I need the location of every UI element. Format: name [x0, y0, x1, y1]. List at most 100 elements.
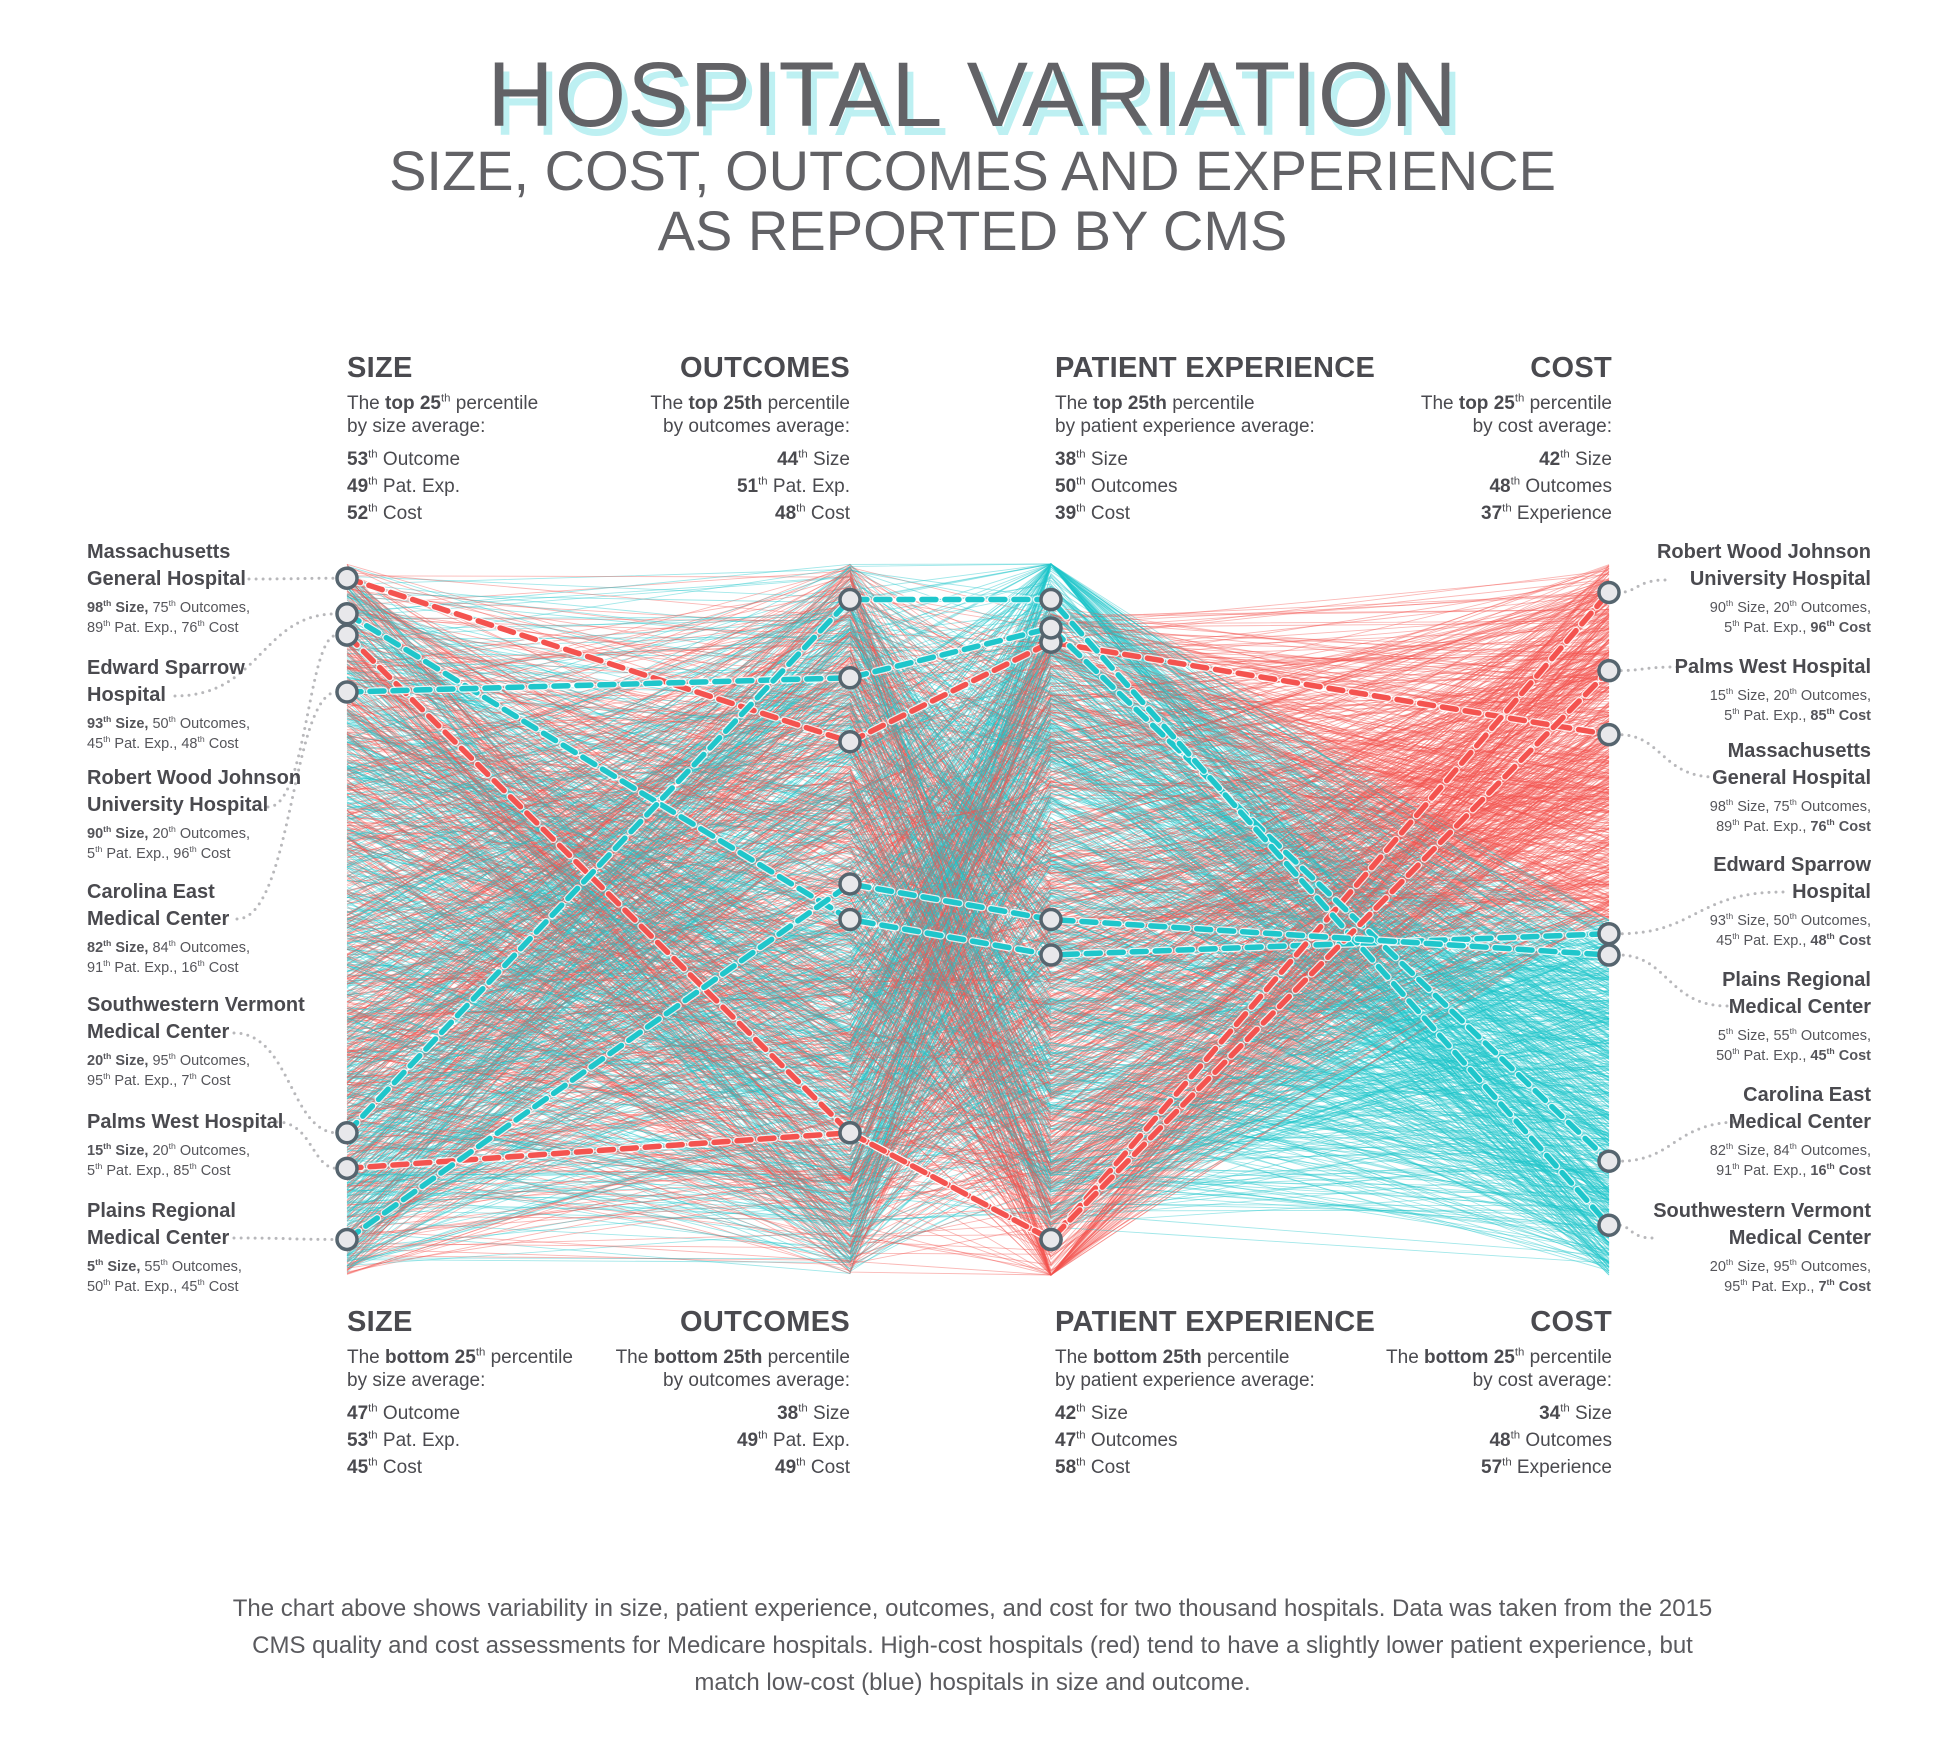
background-hospital-line: [346, 658, 1610, 961]
background-hospital-line: [346, 662, 1610, 902]
desc-pre: The: [1055, 393, 1094, 414]
background-hospital-line: [346, 865, 1610, 1114]
background-hospital-line: [346, 563, 1610, 1191]
hospital-label[interactable]: Carolina East Medical Center 82th Size, 84…: [1541, 1082, 1871, 1181]
hospital-node-outcomes[interactable]: [838, 730, 862, 754]
stat-label: Cost: [1838, 708, 1871, 724]
background-hospital-line: [346, 786, 1610, 1080]
desc-bold: top 25th: [688, 393, 763, 414]
stat-label: Outcomes: [1520, 476, 1612, 497]
background-hospital-line: [346, 847, 1610, 1215]
stat-label: Outcomes,: [1800, 1143, 1871, 1159]
background-hospital-line: [346, 661, 1610, 1244]
hospital-name: Massachusetts General Hospital: [87, 539, 417, 593]
background-hospital-line: [346, 1004, 1610, 1222]
background-hospital-line: [346, 613, 1610, 1014]
background-hospital-line: [346, 563, 1610, 1007]
hospital-label[interactable]: Palms West Hospital 15th Size, 20th Outco…: [1541, 654, 1871, 726]
stat-rank: 85: [1810, 708, 1827, 724]
hospital-label[interactable]: Massachusetts General Hospital 98th Size, …: [1541, 738, 1871, 837]
stat-suffix: th: [1510, 1429, 1521, 1442]
hospital-node-patient-experience[interactable]: [1039, 587, 1063, 612]
background-hospital-line: [346, 691, 1610, 1188]
background-hospital-line: [346, 694, 1610, 1057]
block-heading: OUTCOMES: [680, 1306, 850, 1338]
background-hospital-line: [346, 940, 1610, 1226]
hospital-stat-patient-experience: 45th Pat. Exp.,: [1716, 932, 1806, 949]
hospital-node-outcomes[interactable]: [838, 907, 862, 932]
background-hospital-line: [346, 710, 1610, 1089]
background-hospital-line: [346, 602, 1610, 1047]
hospital-label[interactable]: Massachusetts General Hospital 98th Size, …: [87, 539, 417, 638]
background-hospital-line: [346, 575, 1610, 1252]
background-hospital-line: [346, 773, 1610, 1128]
background-hospital-line: [346, 590, 1610, 1136]
hospital-label[interactable]: Edward Sparrow Hospital 93th Size, 50th Ou…: [87, 655, 417, 754]
desc-post: percentile: [1524, 393, 1612, 414]
stat-row: 42th Size: [1192, 446, 1612, 473]
background-hospital-line: [346, 688, 1610, 929]
background-hospital-line: [346, 757, 1610, 1276]
background-hospital-line: [346, 627, 1610, 1206]
stat-suffix: th: [168, 598, 176, 609]
background-hospital-line: [346, 762, 1610, 1267]
hospital-node-outcomes[interactable]: [838, 666, 862, 690]
hospital-label[interactable]: Palms West Hospital 15th Size, 20th Outco…: [87, 1109, 417, 1181]
background-hospital-line: [346, 851, 1610, 1211]
background-hospital-line: [346, 747, 1610, 1268]
page-title: HOSPITAL VARIATION: [487, 44, 1458, 146]
block-heading: OUTCOMES: [680, 352, 850, 384]
hospital-node-outcomes[interactable]: [838, 872, 862, 896]
background-hospital-line: [346, 594, 1610, 1218]
background-hospital-line: [346, 725, 1610, 1215]
background-hospital-line: [346, 652, 1610, 1184]
background-hospital-line: [346, 659, 1610, 999]
stat-row: 48th Outcomes: [1192, 1427, 1612, 1454]
background-hospital-line: [346, 717, 1610, 1221]
hospital-stats-line: 15th Size, 20th Outcomes,: [87, 1141, 417, 1161]
stat-suffix: th: [95, 844, 103, 855]
hospital-label[interactable]: Edward Sparrow Hospital 93th Size, 50th Ou…: [1541, 852, 1871, 951]
background-hospital-line: [346, 712, 1610, 982]
hospital-node-patient-experience[interactable]: [1039, 943, 1063, 967]
hospital-label[interactable]: Plains Regional Medical Center 5th Size, 5…: [87, 1198, 417, 1297]
stat-label: Pat. Exp.,: [1743, 819, 1807, 835]
background-hospital-line: [346, 782, 1610, 1136]
background-hospital-line: [346, 600, 1610, 866]
hospital-node-patient-experience[interactable]: [1039, 1227, 1063, 1252]
stat-suffix: th: [1725, 1257, 1734, 1268]
background-hospital-line: [346, 961, 1610, 1212]
hospital-node-patient-experience[interactable]: [1039, 907, 1063, 932]
background-hospital-line: [346, 685, 1610, 1167]
hospital-node-outcomes[interactable]: [838, 587, 862, 612]
stat-suffix: th: [103, 734, 111, 745]
desc-pre: The: [1386, 1347, 1425, 1368]
stat-rank: 45: [1810, 1048, 1827, 1064]
background-hospital-line: [346, 753, 1610, 1273]
hospital-label[interactable]: Southwestern Vermont Medical Center 20th S…: [87, 992, 417, 1091]
background-hospital-line: [346, 712, 1610, 1086]
hospital-stat-patient-experience: 89th Pat. Exp.,: [1716, 818, 1807, 835]
background-hospital-line: [346, 563, 1610, 1193]
hospital-stat-patient-experience: 45th Pat. Exp.,: [87, 734, 177, 752]
background-hospital-line: [346, 684, 1610, 1218]
background-hospital-line: [346, 719, 1610, 1263]
background-hospital-line: [346, 687, 1610, 1138]
stat-rank: 48: [1489, 476, 1511, 497]
hospital-label[interactable]: Carolina East Medical Center 82th Size, 84…: [87, 879, 417, 978]
stat-label: Size,: [115, 940, 149, 956]
hospital-label[interactable]: Robert Wood Johnson University Hospital 90…: [1541, 539, 1871, 638]
hospital-label[interactable]: Southwestern Vermont Medical Center 20th S…: [1541, 1198, 1871, 1297]
stat-suffix: th: [103, 1277, 111, 1288]
hospital-label[interactable]: Plains Regional Medical Center 5th Size, 5…: [1541, 967, 1871, 1066]
hospital-label[interactable]: Robert Wood Johnson University Hospital 90…: [87, 765, 417, 864]
hospital-node-outcomes[interactable]: [838, 1121, 862, 1145]
background-hospital-line: [346, 637, 1610, 1224]
hospital-node-patient-experience[interactable]: [1039, 616, 1063, 640]
stat-row: 49th Cost: [430, 1454, 850, 1481]
background-hospital-line: [346, 718, 1610, 1204]
background-hospital-line: [346, 627, 1610, 1174]
hospital-stat-patient-experience: 91th Pat. Exp.,: [1716, 1162, 1806, 1179]
hospital-name-line: Southwestern Vermont: [87, 994, 305, 1016]
background-hospital-line: [346, 963, 1610, 1160]
